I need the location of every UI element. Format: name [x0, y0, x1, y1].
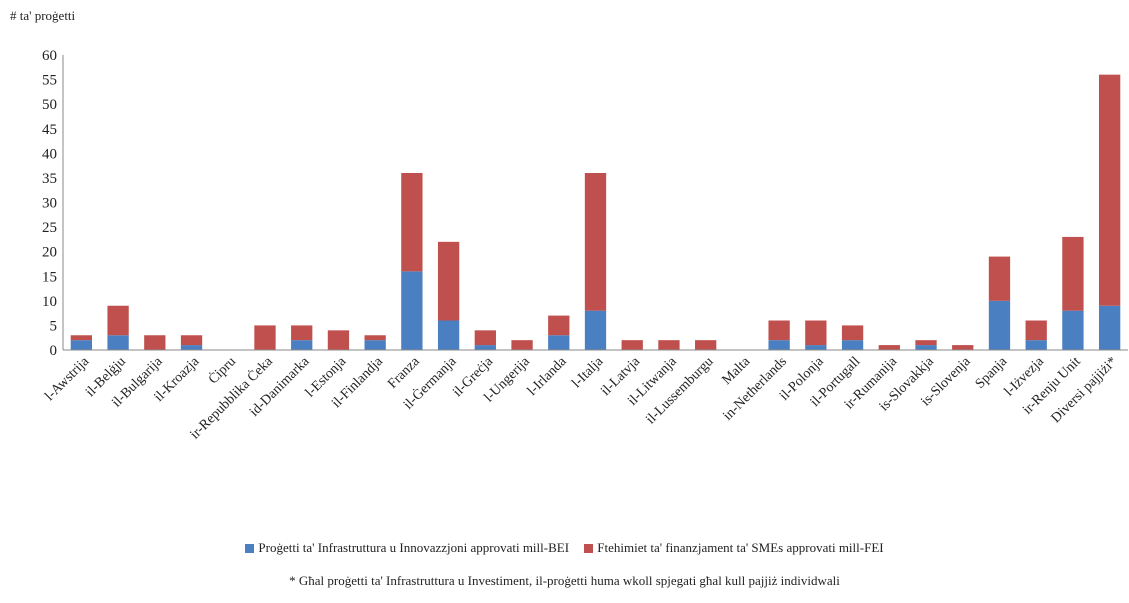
bar-segment-fei	[584, 173, 607, 311]
bars-group	[70, 74, 1121, 350]
legend: Proġetti ta' Infrastruttura u Innovazzjo…	[0, 540, 1129, 557]
x-tick-label: Ċipru	[205, 353, 240, 388]
y-tick-label: 30	[42, 196, 57, 212]
bar-segment-bei	[291, 340, 313, 350]
bar-segment-fei	[878, 345, 900, 350]
x-tick-label: il-Lussemburgu	[643, 354, 716, 427]
y-tick-label: 40	[42, 146, 57, 162]
bar-segment-fei	[474, 330, 496, 346]
x-axis: l-Awstrijail-Belġjuil-Bulgarijail-Kroazj…	[42, 349, 1128, 442]
y-tick-label: 60	[42, 48, 57, 64]
y-axis-label: # ta' proġetti	[10, 8, 76, 23]
bar-segment-fei	[70, 335, 93, 341]
bar-segment-fei	[254, 325, 276, 350]
bar-segment-bei	[768, 340, 790, 350]
y-tick-label: 5	[50, 318, 58, 334]
bar-segment-bei	[107, 335, 129, 350]
y-tick-label: 10	[42, 294, 57, 310]
y-tick-label: 0	[50, 343, 58, 359]
bar-segment-fei	[437, 241, 460, 321]
bar-segment-bei	[401, 271, 423, 350]
bar-segment-fei	[107, 305, 129, 336]
bar-segment-fei	[841, 325, 864, 341]
bar-segment-fei	[180, 335, 203, 346]
y-tick-label: 35	[42, 171, 57, 187]
legend-item-bei: Proġetti ta' Infrastruttura u Innovazzjo…	[245, 540, 569, 556]
bar-segment-fei	[511, 340, 533, 350]
x-tick-label: Malta	[720, 354, 754, 388]
bar-segment-fei	[1062, 236, 1084, 311]
bar-segment-fei	[805, 320, 827, 346]
bar-segment-fei	[364, 335, 386, 341]
bar-segment-bei	[1025, 340, 1047, 350]
bar-segment-bei	[364, 340, 386, 350]
y-tick-label: 25	[42, 220, 57, 236]
legend-label-bei: Proġetti ta' Infrastruttura u Innovazzjo…	[258, 540, 570, 555]
bar-segment-fei	[952, 345, 974, 350]
bar-segment-fei	[621, 340, 643, 350]
y-tick-label: 15	[42, 269, 57, 285]
bar-segment-bei	[1062, 310, 1084, 350]
bar-segment-fei	[695, 340, 717, 350]
bar-segment-bei	[474, 345, 496, 350]
y-tick-label: 55	[42, 73, 57, 89]
bar-segment-fei	[768, 320, 790, 341]
legend-swatch-fei	[584, 543, 594, 553]
bar-segment-bei	[1098, 305, 1121, 350]
bar-segment-fei	[401, 173, 423, 272]
legend-item-fei: Ftehimiet ta' finanzjament ta' SMEs appr…	[584, 540, 884, 556]
bar-segment-bei	[988, 300, 1011, 350]
y-axis: 0 5 10 15 20 25 30 35 40 45 50 55 60	[42, 48, 64, 359]
legend-label-fei: Ftehimiet ta' finanzjament ta' SMEs appr…	[597, 540, 884, 555]
bar-segment-fei	[658, 340, 680, 350]
bar-segment-bei	[70, 340, 93, 350]
x-tick-label: l-Awstrija	[42, 354, 92, 404]
bar-segment-fei	[915, 340, 937, 346]
bar-segment-bei	[805, 345, 827, 350]
bar-segment-bei	[841, 340, 864, 350]
bar-segment-bei	[584, 310, 607, 350]
footnote: * Għal proġetti ta' Infrastruttura u Inv…	[289, 573, 840, 588]
bar-segment-fei	[1098, 74, 1121, 306]
bar-segment-fei	[327, 330, 350, 350]
y-tick-label: 20	[42, 245, 57, 261]
x-tick-label: Diversi pajjiżi*	[1049, 354, 1121, 426]
bar-segment-bei	[915, 345, 937, 350]
y-tick-label: 45	[42, 122, 57, 138]
y-tick-label: 50	[42, 97, 57, 113]
bar-segment-fei	[988, 256, 1011, 301]
bar-segment-bei	[437, 320, 460, 350]
bar-segment-fei	[1025, 320, 1047, 341]
bar-segment-fei	[144, 335, 166, 350]
bar-segment-fei	[548, 315, 570, 336]
legend-swatch-bei	[245, 543, 255, 553]
bar-segment-bei	[180, 345, 203, 350]
bar-segment-fei	[291, 325, 313, 341]
x-tick-label: l-Irlanda	[525, 354, 570, 399]
bar-segment-bei	[548, 335, 570, 350]
